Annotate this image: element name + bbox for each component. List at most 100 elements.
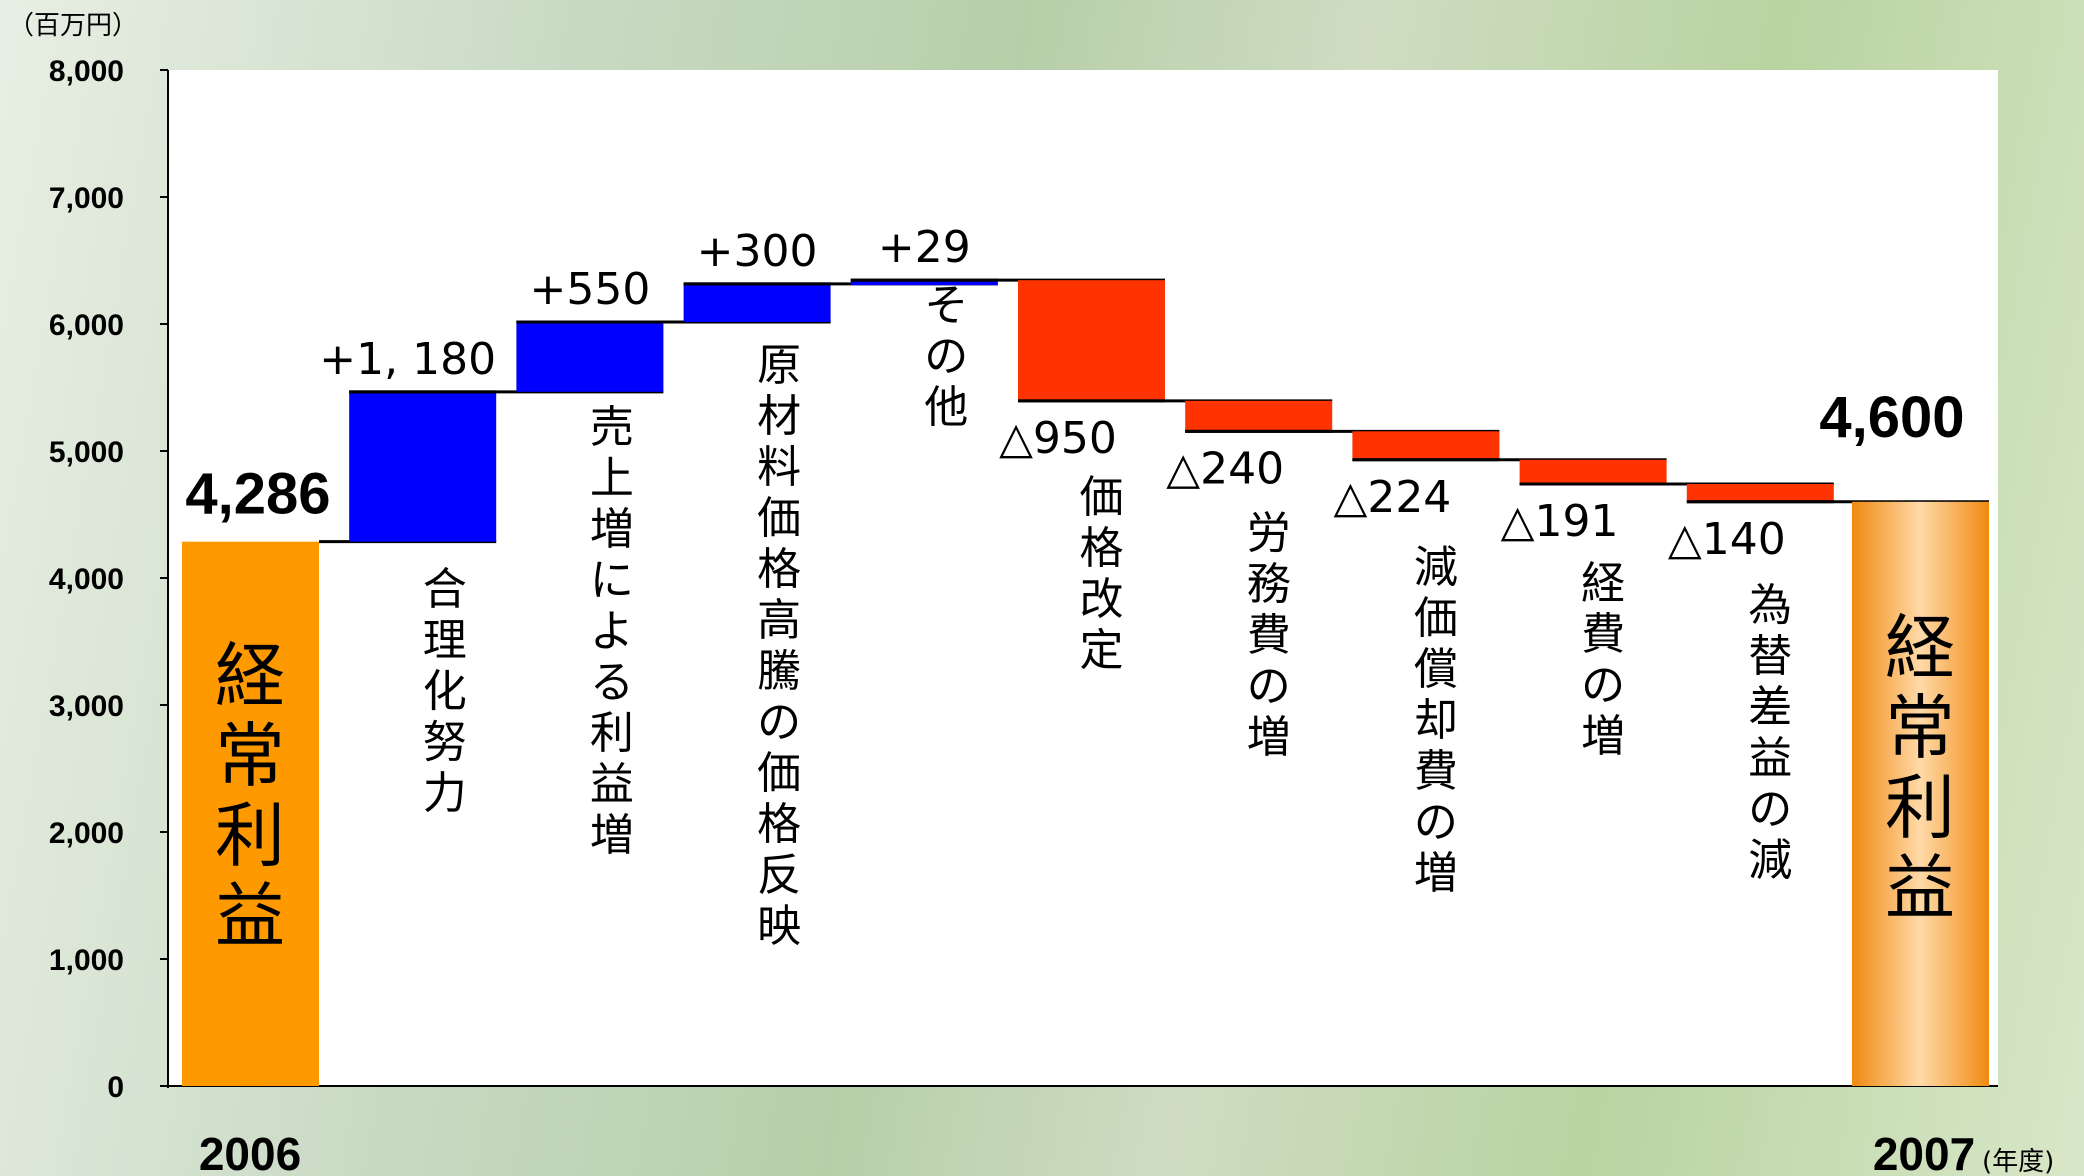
end-bar-label-char: 常 — [1885, 687, 1955, 769]
plot-area — [168, 70, 1998, 1086]
step-category-label-char: 費 — [1414, 746, 1458, 797]
step-category-label-char: 替 — [1748, 631, 1792, 682]
step-category-label-char: 減 — [1748, 835, 1792, 886]
step-category-label-char: 原 — [757, 340, 801, 391]
start-bar-label-char: 常 — [215, 715, 285, 797]
step-bar — [349, 391, 497, 542]
step-category-label-char: に — [590, 555, 634, 606]
step-category-label-char: 利 — [590, 708, 634, 759]
step-category-label-char: 格 — [757, 544, 801, 595]
start-bar — [182, 541, 319, 1086]
y-tick-label: 0 — [107, 1071, 124, 1104]
step-category-label-char: 価 — [757, 748, 801, 799]
y-tick-label: 7,000 — [49, 182, 124, 215]
step-value-label: △191 — [1501, 496, 1619, 547]
step-category-label-char: 増 — [590, 810, 634, 861]
step-category-label-char: 増 — [590, 504, 634, 555]
step-value-label: △950 — [999, 413, 1117, 464]
step-category-label-char: 合 — [423, 564, 467, 615]
step-bar — [683, 283, 831, 322]
step-category-label-char: 費 — [1581, 609, 1625, 660]
start-bar-label-char: 益 — [215, 875, 285, 957]
step-value-label: △140 — [1668, 514, 1786, 565]
step-category-label-char: 映 — [757, 901, 801, 952]
y-tick-label: 3,000 — [49, 690, 124, 723]
step-value-label: +29 — [878, 222, 971, 273]
step-category-label-char: の — [1247, 661, 1291, 712]
step-bar — [1018, 280, 1165, 401]
step-bar — [1519, 459, 1667, 485]
step-value-label: +550 — [529, 264, 650, 315]
step-category-label-char: 差 — [1748, 682, 1792, 733]
step-category-label-char: 増 — [1581, 711, 1625, 762]
step-category-label-char: 償 — [1414, 644, 1458, 695]
step-category-label-char: 価 — [1414, 593, 1458, 644]
step-category-label-char: 他 — [924, 382, 968, 433]
step-bar — [850, 280, 998, 286]
step-category-label-char: 務 — [1247, 559, 1291, 610]
end-bar-label-char: 益 — [1885, 847, 1955, 929]
step-category-label-char: 増 — [1414, 848, 1458, 899]
step-category-label-char: そ — [924, 280, 968, 331]
start-bar-label-char: 利 — [215, 795, 285, 877]
step-category-label-char: の — [1581, 660, 1625, 711]
start-value-label: 4,286 — [185, 462, 330, 527]
y-tick-label: 1,000 — [49, 944, 124, 977]
step-bar — [1185, 400, 1333, 432]
x-unit-label: (年度) — [1982, 1147, 2054, 1176]
step-category-label-char: 反 — [757, 850, 801, 901]
step-category-label-char: 格 — [1080, 523, 1124, 574]
step-category-label-char: 減 — [1414, 542, 1458, 593]
step-category-label-char: の — [757, 697, 801, 748]
step-category-label-char: 力 — [423, 768, 467, 819]
step-category-label-char: 定 — [1080, 625, 1124, 676]
end-year-label: 2007 — [1873, 1128, 1975, 1176]
step-category-label-char: の — [1414, 797, 1458, 848]
step-category-label-char: 努 — [423, 717, 467, 768]
y-tick-label: 2,000 — [49, 817, 124, 850]
step-bar — [1352, 431, 1500, 460]
step-category-label-char: 上 — [590, 453, 634, 504]
step-bar — [516, 321, 664, 392]
step-value-label: +300 — [697, 226, 818, 277]
step-category-label-char: 益 — [590, 759, 634, 810]
step-category-label-char: 材 — [757, 391, 801, 442]
step-category-label-char: 価 — [757, 493, 801, 544]
step-category-label-char: 労 — [1247, 508, 1291, 559]
step-category-label-char: 為 — [1748, 580, 1792, 631]
step-category-label: その他 — [924, 280, 968, 433]
step-category-label-char: よ — [590, 606, 634, 657]
step-category-label-char: 理 — [423, 615, 467, 666]
y-tick-label: 8,000 — [49, 55, 124, 88]
step-value-label: △224 — [1333, 472, 1451, 523]
y-tick-label: 4,000 — [49, 563, 124, 596]
step-category-label-char: 増 — [1247, 712, 1291, 763]
step-category-label-char: 料 — [757, 442, 801, 493]
step-category-label-char: 格 — [757, 799, 801, 850]
y-tick-label: 6,000 — [49, 309, 124, 342]
step-category-label-char: 化 — [423, 666, 467, 717]
step-category-label-char: 却 — [1414, 695, 1458, 746]
end-bar-label-char: 経 — [1885, 607, 1955, 689]
step-category-label-char: の — [1748, 784, 1792, 835]
end-value-label: 4,600 — [1819, 385, 1964, 450]
step-category-label-char: 高 — [757, 595, 801, 646]
step-category-label-char: 改 — [1080, 574, 1124, 625]
step-category-label-char: の — [924, 331, 968, 382]
step-category-label-char: 騰 — [757, 646, 801, 697]
end-bar — [1852, 501, 1989, 1086]
step-category-label-char: 売 — [590, 402, 634, 453]
start-bar-label-char: 経 — [215, 635, 285, 717]
step-category-label-char: る — [590, 657, 634, 708]
